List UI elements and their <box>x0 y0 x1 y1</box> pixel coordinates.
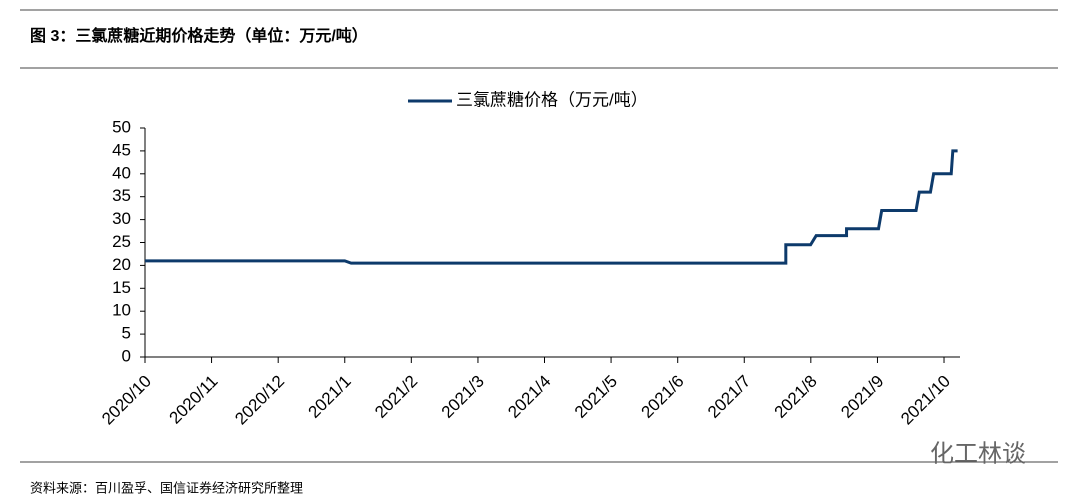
x-tick-label: 2021/3 <box>438 372 488 422</box>
source-note: 资料来源：百川盈孚、国信证券经济研究所整理 <box>30 480 303 495</box>
x-tick-label: 2020/11 <box>166 372 222 428</box>
y-tick-label: 45 <box>112 140 131 159</box>
x-tick-label: 2021/1 <box>305 372 355 422</box>
x-tick-label: 2021/10 <box>897 372 954 429</box>
x-tick-label: 2021/9 <box>837 372 887 422</box>
legend-label: 三氯蔗糖价格（万元/吨） <box>456 90 648 109</box>
y-tick-label: 40 <box>112 163 131 182</box>
x-tick-label: 2021/7 <box>704 372 754 422</box>
x-tick-label: 2020/12 <box>231 372 288 429</box>
y-tick-label: 0 <box>122 346 131 365</box>
y-tick-label: 50 <box>112 117 131 136</box>
y-tick-label: 25 <box>112 232 131 251</box>
x-tick-label: 2021/5 <box>571 372 621 422</box>
x-tick-label: 2020/10 <box>98 372 155 429</box>
y-tick-label: 5 <box>122 324 131 343</box>
x-tick-label: 2021/4 <box>504 372 554 422</box>
x-tick-label: 2021/6 <box>638 372 688 422</box>
x-tick-label: 2021/2 <box>371 372 421 422</box>
y-tick-label: 15 <box>112 278 131 297</box>
x-tick-label: 2021/8 <box>771 372 821 422</box>
chart-title: 图 3：三氯蔗糖近期价格走势（单位：万元/吨） <box>30 26 368 45</box>
y-tick-label: 10 <box>112 301 131 320</box>
series-line <box>145 149 958 265</box>
watermark: 化工林谈 <box>930 440 1026 467</box>
y-tick-label: 35 <box>112 186 131 205</box>
y-tick-label: 30 <box>112 209 131 228</box>
y-tick-label: 20 <box>112 255 131 274</box>
